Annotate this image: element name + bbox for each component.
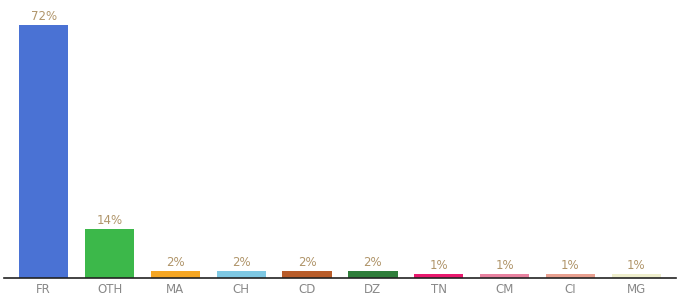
Text: 1%: 1% bbox=[627, 260, 645, 272]
Text: 1%: 1% bbox=[430, 260, 448, 272]
Bar bbox=[611, 274, 661, 278]
Bar bbox=[216, 271, 266, 278]
Bar bbox=[414, 274, 464, 278]
Text: 72%: 72% bbox=[31, 10, 56, 23]
Bar bbox=[85, 229, 134, 278]
Text: 1%: 1% bbox=[495, 260, 514, 272]
Text: 2%: 2% bbox=[232, 256, 250, 269]
Bar bbox=[19, 25, 69, 278]
Bar bbox=[151, 271, 200, 278]
Text: 2%: 2% bbox=[298, 256, 316, 269]
Bar bbox=[480, 274, 529, 278]
Bar bbox=[348, 271, 398, 278]
Text: 1%: 1% bbox=[561, 260, 580, 272]
Bar bbox=[282, 271, 332, 278]
Text: 2%: 2% bbox=[166, 256, 185, 269]
Text: 14%: 14% bbox=[97, 214, 122, 227]
Bar bbox=[546, 274, 595, 278]
Text: 2%: 2% bbox=[364, 256, 382, 269]
